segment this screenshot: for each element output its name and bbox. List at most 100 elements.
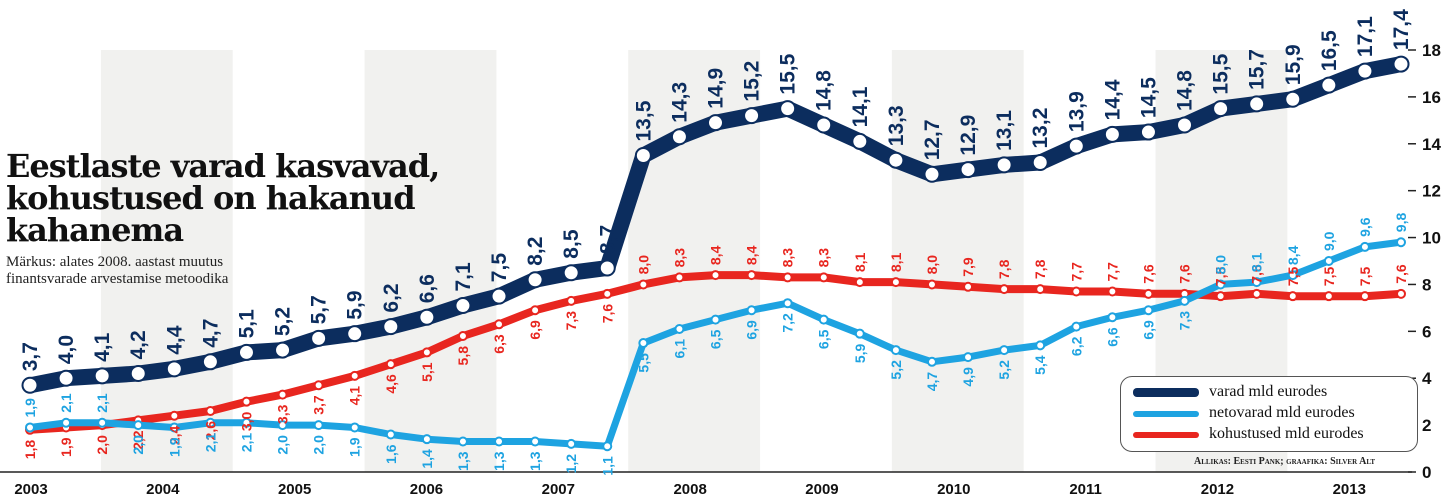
chart-title: Eestlaste varad kasvavad, kohustused on … [6,147,440,249]
data-point-netovarad [1251,277,1262,288]
data-point-varad [959,161,977,179]
data-label-varad: 17,1 [1354,16,1377,57]
data-label-kohustused: 2,4 [166,425,182,445]
data-point-kohustused [926,279,937,290]
data-point-netovarad [1287,270,1298,281]
data-point-kohustused [1359,291,1370,302]
data-point-netovarad [494,436,505,447]
data-point-netovarad [1035,340,1046,351]
y-tick-label: 8 [1422,275,1431,294]
y-tick-label: 12 [1422,182,1441,201]
data-point-varad [923,165,941,183]
data-point-kohustused [963,281,974,292]
x-tick-label: 2004 [146,481,180,498]
data-label-netovarad: 6,5 [816,329,832,349]
data-point-netovarad [926,356,937,367]
data-label-netovarad: 2,1 [58,393,74,413]
data-label-varad: 5,9 [344,290,367,319]
data-point-kohustused [638,279,649,290]
data-label-netovarad: 5,9 [852,343,868,363]
data-label-kohustused: 8,3 [780,248,796,268]
data-point-varad [1212,100,1230,118]
data-point-netovarad [890,345,901,356]
data-label-netovarad: 5,2 [888,360,904,380]
data-point-kohustused [1071,286,1082,297]
data-label-netovarad: 8,1 [1249,252,1265,272]
y-tick-label: 0 [1422,463,1431,482]
legend-swatch-kohustused [1133,432,1199,438]
data-label-netovarad: 4,9 [960,367,976,387]
data-label-kohustused: 7,6 [1177,264,1193,284]
legend-item-varad: varad mld eurodes [1133,383,1413,403]
data-point-varad [1103,125,1121,143]
data-point-netovarad [1215,279,1226,290]
data-label-netovarad: 6,9 [744,320,760,340]
data-label-varad: 14,9 [705,68,728,109]
data-label-varad: 14,8 [1174,70,1197,111]
data-label-netovarad: 2,1 [239,433,255,453]
year-band-2004 [100,50,233,472]
data-point-netovarad [25,422,35,433]
data-label-varad: 14,5 [1137,77,1160,118]
data-label-kohustused: 3,7 [311,395,327,415]
data-label-kohustused: 7,7 [1104,262,1120,282]
data-point-varad [310,329,328,347]
y-tick-label: 18 [1422,41,1441,60]
data-point-varad [1067,137,1085,155]
data-label-netovarad: 5,4 [1032,355,1048,375]
y-tick-label: 16 [1422,88,1441,107]
data-label-kohustused: 7,7 [1068,262,1084,282]
data-point-varad [995,156,1013,174]
data-label-kohustused: 7,5 [1285,267,1301,287]
data-label-netovarad: 9,0 [1321,231,1337,251]
data-point-varad [851,132,869,150]
data-point-varad [274,341,292,359]
data-label-kohustused: 3,3 [275,404,291,424]
data-point-varad [346,325,364,343]
legend-label-netovarad: netovarad mld eurodes [1209,404,1355,421]
data-label-kohustused: 8,4 [744,245,760,265]
data-label-varad: 14,3 [668,82,691,123]
data-label-netovarad: 2,1 [202,433,218,453]
y-tick-label: 2 [1422,416,1431,435]
data-label-varad: 8,5 [560,229,583,259]
source-credit: Allikas: Eesti Pank; graafika: Silver Al… [1194,456,1376,467]
x-tick-label: 2010 [937,481,970,498]
data-point-kohustused [1215,291,1226,302]
data-label-varad: 16,5 [1318,30,1341,71]
data-label-netovarad: 5,5 [635,353,651,373]
data-point-kohustused [205,406,216,417]
title-block: Eestlaste varad kasvavad, kohustused on … [6,150,476,288]
data-label-varad: 13,3 [885,105,908,146]
data-point-netovarad [1323,256,1334,266]
data-point-netovarad [746,305,757,316]
data-label-kohustused: 3,0 [239,411,255,431]
data-point-netovarad [854,328,865,339]
data-label-netovarad: 8,0 [1213,255,1229,275]
data-point-kohustused [999,284,1010,295]
data-point-varad [1356,62,1374,80]
legend-label-kohustused: kohustused mld eurodes [1209,425,1364,442]
legend-swatch-varad [1133,388,1199,397]
x-tick-label: 2007 [542,481,575,498]
data-point-kohustused [494,319,505,330]
data-label-varad: 17,4 [1390,9,1413,50]
data-label-kohustused: 2,0 [94,435,110,455]
data-point-netovarad [638,338,649,349]
data-point-kohustused [277,389,288,400]
data-label-varad: 5,1 [236,309,259,339]
data-point-varad [490,287,508,305]
data-label-netovarad: 6,9 [1140,320,1156,340]
legend: varad mld eurodes netovarad mld eurodes … [1120,376,1418,452]
data-label-varad: 4,1 [91,332,114,362]
data-label-varad: 5,2 [272,307,295,336]
data-point-varad [1139,123,1157,141]
x-tick-label: 2009 [805,481,838,498]
data-label-varad: 4,7 [199,319,222,348]
data-label-varad: 12,9 [957,115,980,156]
data-label-varad: 15,7 [1246,49,1269,90]
data-label-kohustused: 1,9 [58,437,74,457]
data-label-kohustused: 6,3 [491,334,507,354]
data-point-netovarad [205,417,216,428]
data-point-netovarad [566,438,577,449]
